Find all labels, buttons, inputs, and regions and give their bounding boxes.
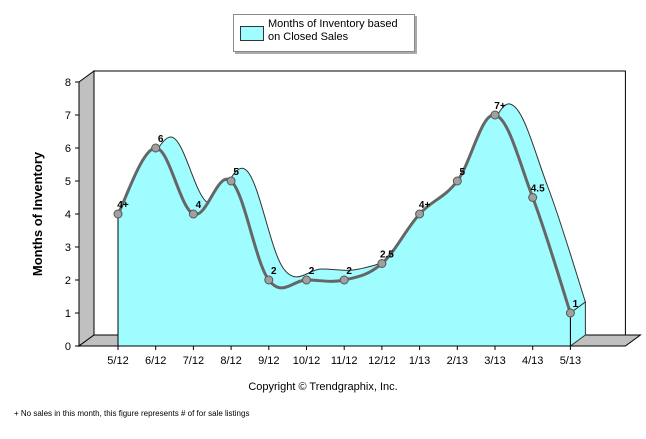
x-tick-label: 7/12 (183, 355, 204, 367)
data-label: 5 (460, 167, 466, 178)
y-tick-label: 7 (65, 110, 71, 122)
legend: Months of Inventory based on Closed Sale… (233, 14, 415, 52)
data-point-marker (377, 259, 387, 268)
y-tick-label: 0 (65, 341, 71, 353)
legend-label: Months of Inventory based on Closed Sale… (268, 18, 398, 43)
x-tick-label: 5/13 (560, 355, 581, 367)
data-label: 7+ (494, 101, 506, 112)
data-label: 6 (158, 134, 164, 145)
x-tick-label: 5/12 (107, 355, 128, 367)
data-point-marker (302, 275, 311, 285)
data-point-marker (188, 209, 198, 219)
data-point-marker (226, 176, 236, 186)
y-tick-label: 5 (65, 176, 71, 188)
x-tick-label: 10/12 (293, 355, 321, 367)
data-label: 2.5 (380, 250, 394, 261)
x-tick-label: 9/12 (258, 355, 279, 367)
legend-swatch (240, 26, 264, 41)
y-axis-title: Months of Inventory (30, 151, 45, 276)
data-label: 4.5 (531, 184, 545, 195)
x-tick-label: 12/12 (368, 355, 396, 367)
data-point-marker (565, 308, 575, 318)
x-tick-label: 6/12 (145, 355, 166, 367)
data-label: 2 (309, 266, 315, 277)
data-label: 2 (346, 266, 352, 277)
x-tick-label: 3/13 (484, 355, 505, 367)
y-tick-label: 4 (65, 209, 71, 221)
data-point-marker (264, 275, 274, 285)
copyright-text: Copyright © Trendgraphix, Inc. (248, 381, 398, 393)
data-point-marker (339, 275, 349, 285)
data-label: 2 (271, 266, 277, 277)
data-label: 4 (196, 200, 202, 211)
data-label: 4+ (117, 200, 129, 211)
chart-side-wall (78, 70, 95, 347)
data-label: 4+ (419, 200, 431, 211)
x-tick-label: 8/12 (220, 355, 241, 367)
data-point-marker (452, 176, 462, 186)
footnote-text: + No sales in this month, this figure re… (14, 409, 250, 418)
data-point-marker (113, 209, 123, 219)
x-tick-label: 4/13 (522, 355, 543, 367)
y-tick-label: 1 (65, 308, 71, 320)
data-point-marker (415, 209, 425, 219)
x-tick-label: 1/13 (409, 355, 430, 367)
y-tick-label: 2 (65, 275, 71, 287)
y-tick-label: 6 (65, 143, 71, 155)
data-point-marker (528, 193, 538, 202)
data-point-marker (151, 143, 161, 153)
data-point-marker (490, 110, 500, 120)
x-tick-label: 2/13 (447, 355, 468, 367)
data-label: 1 (573, 299, 579, 310)
y-tick-label: 8 (65, 77, 71, 89)
x-tick-label: 11/12 (331, 355, 358, 367)
y-tick-label: 3 (65, 242, 71, 254)
data-label: 5 (233, 167, 239, 178)
